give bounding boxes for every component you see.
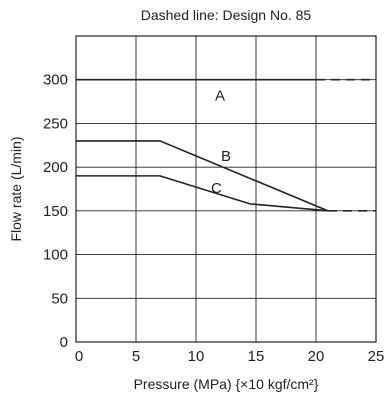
y-tick-label: 50 [51,290,68,307]
series-line-b [76,140,329,212]
dashed-extensions [316,78,376,212]
y-tick-label: 250 [43,115,68,132]
x-axis-label: Pressure (MPa) {×10 kgf/cm²} [134,376,319,392]
curve-label-c: C [211,180,222,197]
x-tick-label: 20 [308,348,325,365]
x-tick-label: 5 [132,348,140,365]
x-tick-label: 25 [368,348,385,365]
x-tick-label: 15 [248,348,265,365]
y-tick-label: 300 [43,72,68,89]
series-line-c [76,175,329,212]
y-tick-label: 150 [43,203,68,220]
x-tick-label: 10 [188,348,205,365]
curve-label-b: B [221,148,231,165]
series-lines [76,78,329,212]
curve-label-a: A [215,87,225,104]
x-tick-labels: 0 5 10 15 20 25 [75,348,385,365]
chart-title: Dashed line: Design No. 85 [141,7,312,23]
plot-frame [75,35,377,343]
y-tick-labels: 0 50 100 150 200 250 300 [43,72,68,351]
grid [76,36,376,342]
y-axis-label: Flow rate (L/min) [8,136,24,241]
y-tick-label: 200 [43,159,68,176]
y-tick-label: 0 [60,334,68,351]
x-tick-label: 0 [75,348,83,365]
y-tick-label: 100 [43,247,68,264]
curve-labels: A BC [211,87,231,197]
